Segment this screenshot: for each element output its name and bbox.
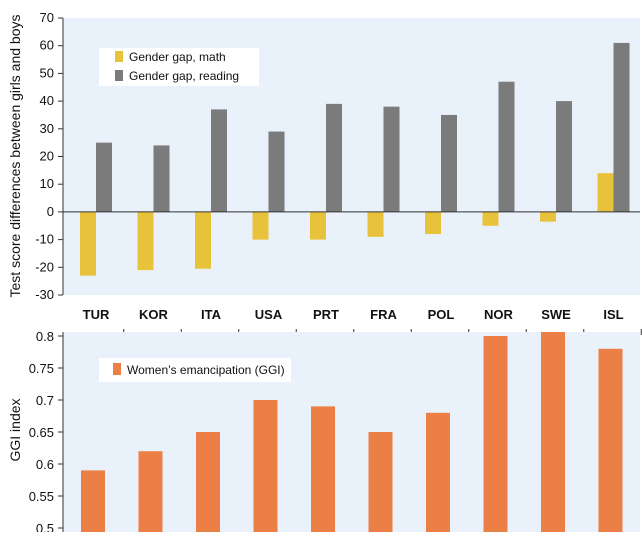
reading-gap-bar-ita <box>211 109 227 212</box>
legend-label-math: Gender gap, math <box>129 50 226 64</box>
ggi-y-tick-label: 0.8 <box>36 329 54 344</box>
ggi-y-tick-label: 0.6 <box>36 457 54 472</box>
test-score-y-tick-label: 40 <box>40 93 54 108</box>
reading-gap-bar-pol <box>441 114 457 212</box>
math-gap-bar-nor <box>482 211 499 226</box>
math-gap-bar-usa <box>252 211 269 240</box>
test-score-y-tick-label: -10 <box>35 232 54 247</box>
math-gap-bar-swe <box>540 211 556 222</box>
test-score-y-tick-label: 10 <box>40 176 54 191</box>
category-label-fra: FRA <box>370 307 397 322</box>
ggi-bar-tur <box>81 470 105 532</box>
ggi-y-tick-label: 0.5 <box>36 521 54 532</box>
category-label-swe: SWE <box>541 307 571 322</box>
test-score-legend: Gender gap, math Gender gap, reading <box>99 48 259 86</box>
test-score-y-tick-label: -20 <box>35 259 54 274</box>
ggi-y-tick-label: 0.7 <box>36 393 54 408</box>
ggi-y-tick-label: 0.55 <box>29 489 54 504</box>
ggi-bar-pol <box>426 412 450 532</box>
test-score-y-tick-label: 20 <box>40 149 54 164</box>
legend-label-ggi: Women’s emancipation (GGI) <box>127 363 285 377</box>
legend-swatch-math <box>115 51 123 62</box>
ggi-bar-usa <box>253 400 278 532</box>
ggi-y-axis-label: GGI index <box>7 398 23 461</box>
legend-box <box>99 48 259 86</box>
test-score-y-tick-label: 50 <box>40 65 54 80</box>
ggi-bar-nor <box>483 336 508 532</box>
category-label-tur: TUR <box>83 307 110 322</box>
category-label-isl: ISL <box>603 307 623 322</box>
reading-gap-bar-nor <box>498 81 515 212</box>
reading-gap-bar-kor <box>153 145 170 212</box>
test-score-y-tick-label: 60 <box>40 38 54 53</box>
legend-label-reading: Gender gap, reading <box>129 69 239 83</box>
math-gap-bar-ita <box>195 211 211 269</box>
test-score-panel: -30 -20 -10 0 10 20 30 40 50 60 70 TUR KOR ITA USA PRT… <box>7 10 642 335</box>
category-label-prt: PRT <box>313 307 339 322</box>
category-label-usa: USA <box>255 307 283 322</box>
reading-gap-bar-fra <box>383 106 400 212</box>
ggi-legend: Women’s emancipation (GGI) <box>99 358 291 382</box>
test-score-y-tick-label: 70 <box>40 10 54 25</box>
reading-gap-bar-usa <box>268 131 285 212</box>
ggi-bar-fra <box>368 432 393 532</box>
category-label-nor: NOR <box>484 307 514 322</box>
math-gap-bar-pol <box>425 211 441 235</box>
ggi-bar-kor <box>138 451 163 532</box>
ggi-bar-isl <box>598 348 623 532</box>
test-score-y-tick-label: 30 <box>40 121 54 136</box>
reading-gap-bar-swe <box>556 101 572 212</box>
reading-gap-bar-tur <box>96 142 112 212</box>
reading-gap-bar-isl <box>613 42 630 212</box>
ggi-y-tick-label: 0.75 <box>29 361 54 376</box>
legend-box <box>99 358 291 382</box>
ggi-panel: 0.5 0.55 0.6 0.65 0.7 0.75 0.8 GGI index Women… <box>7 329 640 536</box>
math-gap-bar-kor <box>137 211 154 271</box>
category-label-ita: ITA <box>201 307 222 322</box>
test-score-y-axis-label: Test score differences between girls and… <box>7 14 23 297</box>
test-score-y-tick-label: 0 <box>47 204 54 219</box>
category-label-kor: KOR <box>139 307 169 322</box>
ggi-bar-ita <box>196 432 220 532</box>
ggi-y-tick-label: 0.65 <box>29 425 54 440</box>
math-gap-bar-tur <box>80 211 96 276</box>
legend-swatch-reading <box>115 70 123 81</box>
ggi-bar-swe <box>541 332 565 532</box>
math-gap-bar-prt <box>310 211 326 240</box>
math-gap-bar-fra <box>367 211 384 237</box>
reading-gap-bar-prt <box>326 103 342 212</box>
test-score-y-tick-label: -30 <box>35 287 54 302</box>
category-label-pol: POL <box>428 307 455 322</box>
legend-swatch-ggi <box>113 363 121 375</box>
math-gap-bar-isl <box>597 173 614 212</box>
ggi-bar-prt <box>311 406 335 532</box>
